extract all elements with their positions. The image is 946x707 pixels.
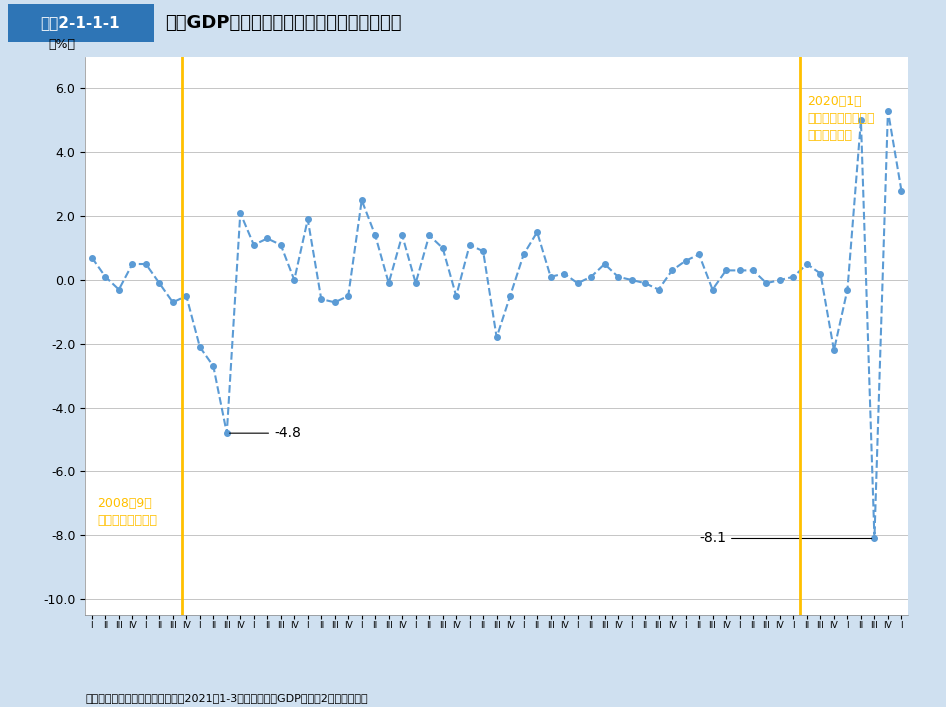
Text: -4.8: -4.8: [230, 426, 301, 440]
Text: 資料：内閣府「国民経済計算」（2021年1-3月期四半期別GDP速報（2次速報値））: 資料：内閣府「国民経済計算」（2021年1-3月期四半期別GDP速報（2次速報値…: [85, 694, 368, 703]
Text: 実質GDP成長率の推移（季節調整済前期比）: 実質GDP成長率の推移（季節調整済前期比）: [166, 14, 402, 32]
Text: 図表2-1-1-1: 図表2-1-1-1: [41, 16, 120, 30]
Text: 2008年9月
リーマンショック: 2008年9月 リーマンショック: [97, 497, 157, 527]
Text: 2020年1月
新型コロナウイルス
国内感染確認: 2020年1月 新型コロナウイルス 国内感染確認: [807, 95, 874, 142]
Text: （%）: （%）: [48, 38, 75, 51]
Text: -8.1: -8.1: [699, 532, 871, 546]
FancyBboxPatch shape: [8, 4, 154, 42]
